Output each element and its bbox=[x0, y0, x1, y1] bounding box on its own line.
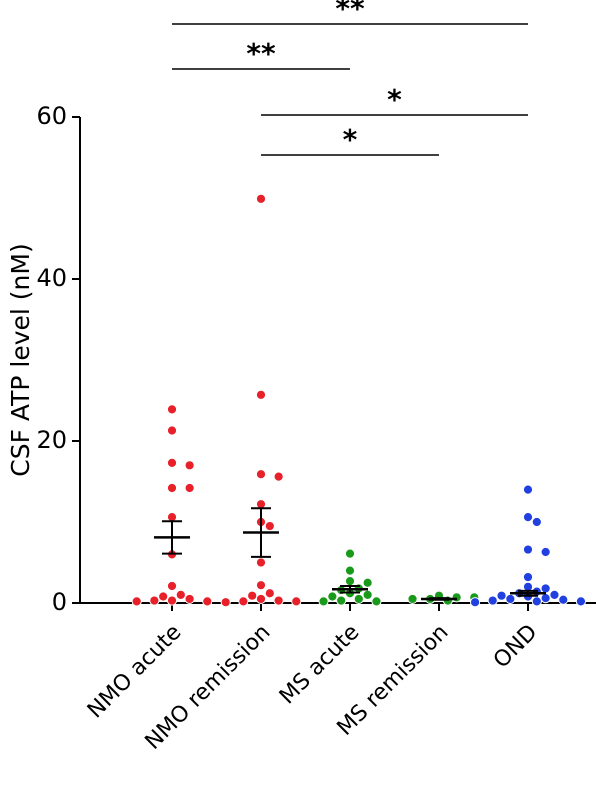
data-point bbox=[336, 595, 347, 606]
data-point bbox=[522, 544, 534, 555]
y-axis-label: CSF ATP level (nM) bbox=[6, 243, 35, 476]
data-point bbox=[291, 596, 302, 607]
y-tick-label: 60 bbox=[36, 102, 67, 130]
data-point bbox=[505, 593, 516, 605]
data-point bbox=[353, 593, 364, 605]
data-point bbox=[273, 471, 284, 482]
data-point bbox=[540, 583, 551, 594]
data-point bbox=[558, 594, 569, 605]
data-point bbox=[487, 595, 498, 606]
data-point bbox=[549, 589, 560, 601]
data-point bbox=[407, 593, 418, 605]
data-point bbox=[220, 597, 231, 608]
data-point bbox=[344, 565, 356, 576]
data-point bbox=[158, 591, 169, 602]
data-point bbox=[371, 596, 382, 607]
data-point bbox=[247, 590, 258, 601]
data-point bbox=[166, 425, 178, 436]
data-point bbox=[255, 593, 267, 605]
data-point bbox=[264, 588, 275, 599]
significance-label: ** bbox=[246, 37, 276, 70]
significance-label: * bbox=[387, 83, 402, 116]
data-point bbox=[166, 595, 178, 606]
x-tick-label: OND bbox=[489, 620, 543, 674]
data-point bbox=[531, 516, 542, 528]
data-point bbox=[496, 590, 507, 601]
data-point bbox=[166, 580, 178, 592]
data-point bbox=[522, 512, 534, 523]
data-point bbox=[166, 457, 178, 468]
data-point bbox=[202, 596, 213, 607]
data-point bbox=[264, 520, 275, 532]
data-point bbox=[540, 593, 551, 604]
data-point bbox=[131, 596, 142, 607]
data-point bbox=[327, 591, 338, 602]
data-point bbox=[318, 596, 329, 607]
significance-label: ** bbox=[335, 0, 365, 25]
y-tick-label: 20 bbox=[36, 426, 67, 454]
data-point bbox=[255, 389, 267, 400]
y-tick-label: 40 bbox=[36, 264, 67, 292]
data-point bbox=[238, 596, 249, 607]
data-point bbox=[184, 482, 195, 494]
data-point bbox=[575, 596, 587, 607]
data-point bbox=[451, 592, 462, 603]
data-point bbox=[344, 576, 356, 587]
data-point bbox=[255, 469, 267, 480]
data-point bbox=[175, 589, 186, 601]
data-point bbox=[522, 484, 534, 495]
data-point bbox=[255, 557, 267, 568]
data-point bbox=[362, 589, 373, 601]
data-point bbox=[522, 571, 534, 583]
data-point bbox=[149, 595, 160, 606]
x-tick-label: MS acute bbox=[275, 620, 365, 710]
data-point bbox=[344, 548, 356, 559]
data-point bbox=[166, 482, 178, 494]
data-point bbox=[540, 546, 551, 558]
data-point bbox=[255, 193, 267, 204]
data-point bbox=[255, 580, 267, 591]
data-point bbox=[184, 593, 195, 605]
significance-label: * bbox=[343, 123, 358, 156]
data-point bbox=[469, 597, 481, 608]
data-point bbox=[362, 577, 373, 588]
data-point bbox=[184, 460, 195, 471]
y-tick-label: 0 bbox=[52, 588, 67, 616]
data-point bbox=[166, 404, 178, 415]
data-point bbox=[273, 595, 284, 606]
data-point bbox=[531, 596, 542, 607]
